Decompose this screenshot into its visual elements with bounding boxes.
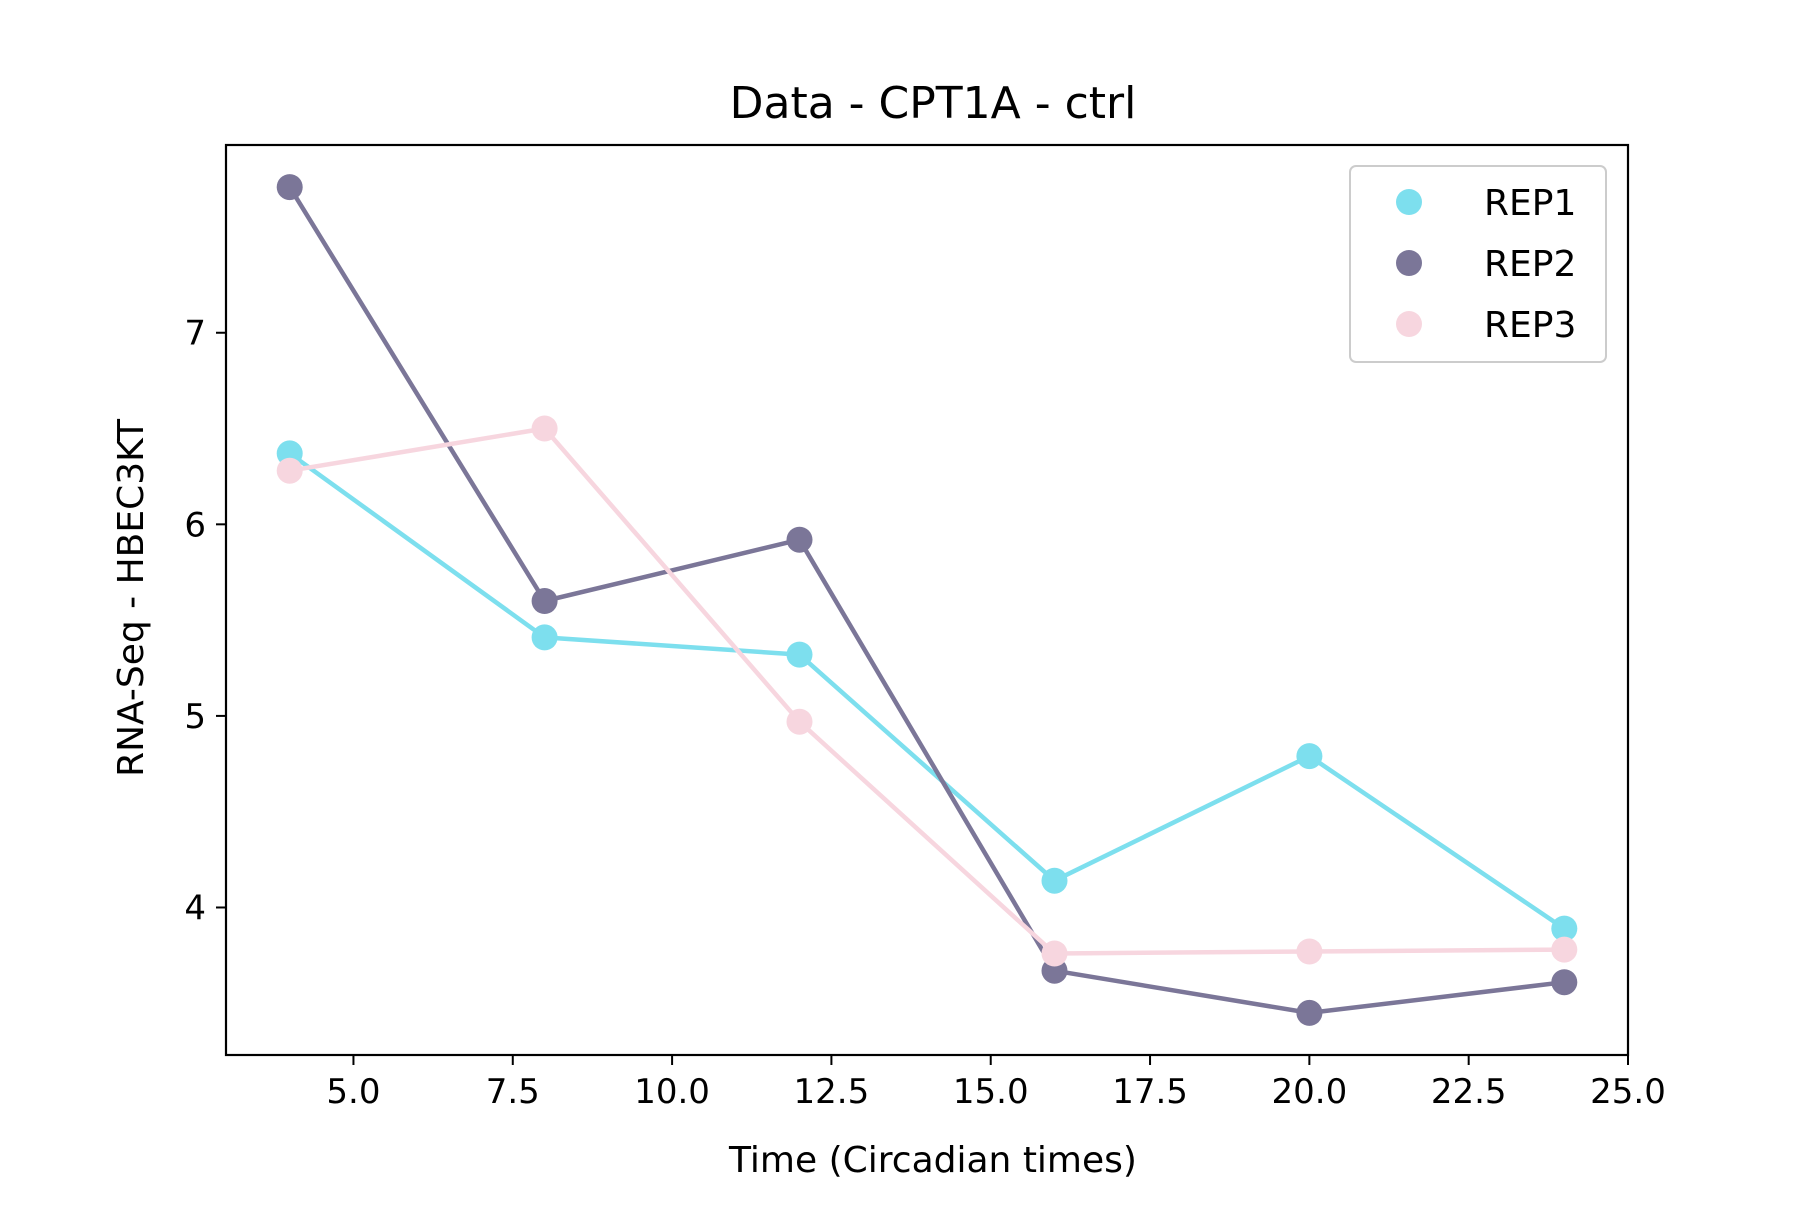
x-tick-label: 12.5 [794, 1072, 870, 1112]
data-point-rep3 [531, 415, 558, 442]
plot-area: 5.0 7.5 10.0 12.5 15.0 17.5 20.0 22.5 25.0 4 5 6 7 [184, 143, 1666, 1112]
data-point-rep1 [1296, 743, 1323, 770]
x-axis-label: Time (Circadian times) [728, 1140, 1137, 1181]
y-tick-label: 4 [184, 888, 206, 928]
data-point-rep2 [1296, 999, 1323, 1026]
legend-marker-rep1 [1396, 189, 1422, 215]
data-point-rep3 [1551, 936, 1578, 963]
chart-title: Data - CPT1A - ctrl [730, 78, 1137, 129]
x-tick-label: 10.0 [634, 1072, 710, 1112]
data-point-rep2 [531, 588, 558, 614]
data-point-rep3 [786, 708, 813, 735]
legend: REP1 REP2 REP3 [1349, 165, 1607, 363]
legend-marker-rep3 [1396, 311, 1422, 337]
x-tick-label: 20.0 [1272, 1072, 1348, 1112]
data-point-rep2 [276, 174, 303, 201]
x-tick-label: 17.5 [1112, 1072, 1188, 1112]
data-point-rep1 [786, 641, 813, 668]
x-tick-label: 25.0 [1590, 1072, 1666, 1112]
data-point-rep3 [276, 457, 303, 484]
data-point-rep1 [531, 624, 558, 651]
y-tick-label: 6 [184, 505, 206, 545]
data-point-rep3 [1296, 938, 1323, 965]
data-point-rep2 [786, 526, 813, 553]
legend-label-rep3: REP3 [1484, 305, 1576, 346]
legend-label-rep2: REP2 [1484, 244, 1576, 285]
legend-label-rep1: REP1 [1484, 183, 1576, 224]
series-line-rep1 [287, 451, 1567, 931]
x-tick-label: 5.0 [326, 1072, 380, 1112]
axes-frame [224, 143, 1630, 1057]
x-tick-label: 7.5 [486, 1072, 540, 1112]
x-tick-label: 15.0 [953, 1072, 1029, 1112]
y-tick-label: 5 [184, 697, 206, 737]
y-tick-label: 7 [184, 314, 206, 354]
series-line-rep3 [287, 426, 1567, 956]
data-point-rep1 [1041, 867, 1068, 894]
y-axis-label: RNA-Seq - HBEC3KT [111, 418, 152, 777]
series-line-rep2 [287, 184, 1567, 1016]
data-point-rep2 [1551, 969, 1578, 996]
legend-marker-rep2 [1396, 250, 1422, 276]
x-tick-label: 22.5 [1431, 1072, 1507, 1112]
data-point-rep3 [1041, 940, 1068, 967]
data-point-rep1 [1551, 915, 1578, 942]
